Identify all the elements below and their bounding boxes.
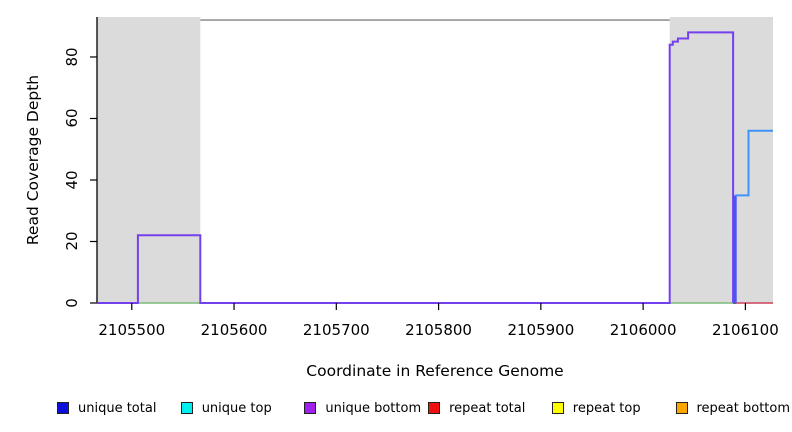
legend-item-unique-total: unique total: [57, 398, 156, 418]
legend-label: repeat bottom: [696, 400, 791, 416]
x-tick-label: 2105800: [405, 321, 472, 339]
x-tick-label: 2105500: [98, 321, 166, 339]
legend-item-repeat-bottom: repeat bottom: [675, 398, 791, 418]
legend-label: unique total: [78, 400, 157, 416]
x-tick-label: 2105600: [200, 321, 268, 339]
legend-item-unique-bottom: unique bottom: [304, 398, 421, 418]
legend-label: repeat top: [572, 400, 641, 416]
y-tick-label: 80: [63, 47, 81, 67]
legend-label: unique bottom: [325, 400, 422, 416]
y-tick-label: 60: [63, 108, 81, 129]
legend-label: repeat total: [449, 400, 526, 416]
y-tick-label: 40: [63, 170, 81, 190]
x-tick-label: 2105900: [507, 321, 575, 339]
y-axis-title: Read Coverage Depth: [24, 74, 42, 246]
series-unique-bottom: [97, 31, 735, 304]
legend-item-repeat-total: repeat total: [428, 398, 525, 418]
chart-legend: unique total unique top unique bottom repea…: [48, 398, 791, 418]
legend-swatch-repeat-total-icon: [428, 402, 441, 414]
legend-swatch-repeat-top-icon: [551, 402, 564, 414]
y-tick-label: 0: [63, 298, 81, 308]
y-tick-label: 20: [63, 231, 81, 252]
legend-item-repeat-top: repeat top: [551, 398, 641, 418]
x-tick-label: 2106000: [609, 321, 677, 339]
legend-item-unique-top: unique top: [180, 398, 272, 418]
legend-swatch-unique-total-icon: [57, 402, 69, 414]
legend-label: unique top: [201, 400, 272, 416]
legend-swatch-repeat-bottom-icon: [675, 402, 688, 414]
masked-region-band: [97, 17, 201, 303]
legend-swatch-unique-top-icon: [180, 402, 193, 414]
x-axis-title: Coordinate in Reference Genome: [306, 362, 564, 380]
x-tick-label: 2105700: [302, 321, 370, 339]
legend-swatch-unique-bottom-icon: [304, 402, 317, 414]
x-tick-label: 2106100: [711, 321, 779, 339]
masked-region-band: [669, 17, 773, 303]
series-unique-total: [735, 129, 773, 197]
